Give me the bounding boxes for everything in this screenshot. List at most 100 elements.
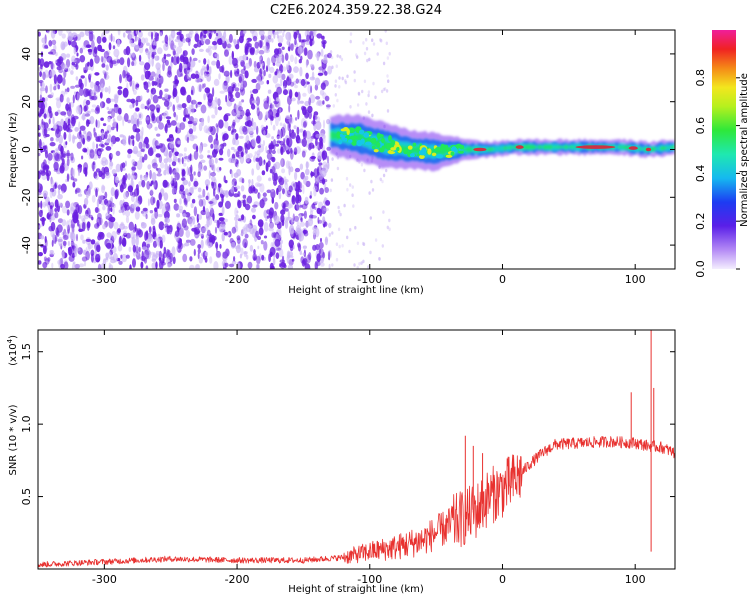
noise-blob [38,170,41,180]
noise-blob [278,191,282,200]
spectrogram-x-tick-label: -300 [92,273,117,286]
noise-blob [263,69,266,77]
noise-blob [72,134,75,144]
noise-blob [90,81,94,89]
noise-blob [62,64,68,70]
noise-blob [288,73,294,80]
noise-blob [163,43,169,51]
noise-blob [280,143,287,153]
noise-blob [117,244,123,252]
noise-blob [60,118,64,127]
noise-blob [296,181,303,191]
noise-blob [297,189,302,193]
ridge-blob [359,129,365,135]
noise-blob [114,94,119,104]
noise-blob [89,116,95,125]
noise-blob [283,89,288,96]
noise-blob [58,30,63,36]
noise-blob [58,56,64,65]
noise-blob [41,97,45,102]
noise-blob [163,169,167,176]
noise-blob [90,108,95,113]
noise-blob [198,233,204,237]
ridge-blob [365,141,372,146]
noise-blob [181,157,184,165]
noise-blob [252,35,258,42]
noise-blob [198,122,203,132]
noise-blob [313,111,319,116]
noise-blob [50,201,54,206]
noise-blob [274,238,281,247]
noise-blob [174,38,181,43]
noise-blob [291,232,297,240]
noise-blob [312,244,317,251]
ridge-blob [376,132,381,140]
noise-blob [319,262,325,267]
noise-blob [322,161,328,168]
noise-blob [218,217,225,222]
noise-blob [86,135,91,142]
noise-blob [291,258,295,262]
noise-blob [175,114,178,121]
noise-blob [280,158,285,168]
noise-blob [148,76,154,81]
noise-blob [247,126,254,134]
noise-blob [39,71,42,77]
snr-x-ticks: -300 -200 -100 0 100 [92,330,646,586]
noise-blob [63,131,67,140]
noise-blob [214,157,218,164]
noise-blob [193,171,196,176]
noise-blob [138,30,143,38]
noise-blob [253,249,256,255]
ridge-band [330,113,675,172]
colorbar-ramp [712,30,736,269]
noise-blob [328,251,331,261]
noise-blob [39,108,45,115]
noise-blob [244,242,247,249]
noise-speck [388,227,391,231]
noise-blob [116,59,120,64]
noise-blob [212,87,215,97]
noise-blob [235,214,239,221]
noise-blob [154,126,158,131]
noise-blob [306,254,312,264]
ridge-blob [412,142,417,147]
ridge-blob [407,145,413,150]
noise-blob [253,60,257,69]
noise-blob [38,183,43,193]
noise-blob [40,200,43,209]
noise-blob [66,149,70,159]
noise-blob [294,38,297,46]
noise-blob [310,156,316,160]
noise-blob [174,230,180,237]
noise-blob [43,128,48,136]
noise-blob [241,178,245,184]
noise-blob [72,213,79,224]
noise-blob [248,186,253,194]
noise-blob [216,219,220,229]
noise-speck [372,42,376,46]
noise-blob [283,30,286,33]
noise-blob [195,103,198,109]
noise-blob [292,80,297,86]
noise-blob [87,61,90,67]
noise-blob [108,264,114,269]
noise-blob [222,251,228,259]
noise-blob [138,246,141,253]
noise-blob [321,134,326,139]
ridge-core-segment [628,146,638,150]
noise-blob [230,69,233,79]
noise-blob [38,252,43,257]
noise-blob [100,144,105,148]
noise-blob [135,30,138,34]
snr-y-tick-label: 1.5 [20,343,33,361]
noise-blob [122,69,126,79]
noise-blob [108,152,113,160]
noise-blob [301,39,307,43]
noise-blob [95,136,100,142]
noise-blob [152,41,156,46]
noise-blob [70,152,74,161]
noise-blob [90,135,93,140]
noise-blob [308,97,312,106]
noise-blob [198,59,201,63]
